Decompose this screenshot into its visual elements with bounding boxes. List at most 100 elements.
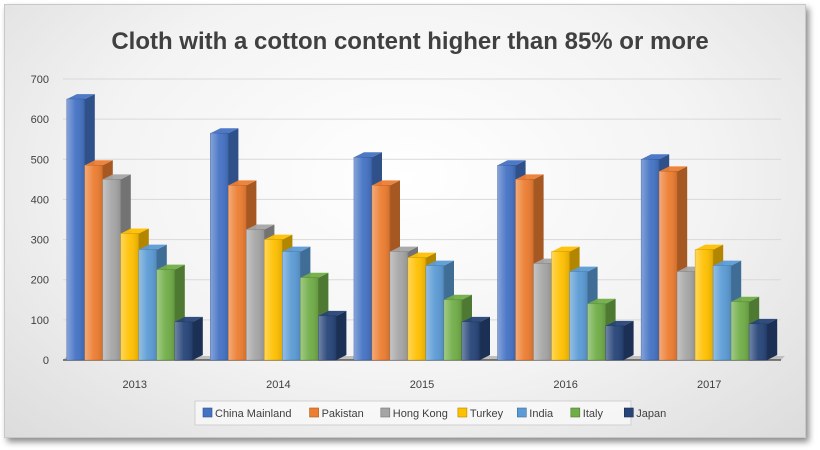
bar-top	[156, 264, 185, 270]
bar-shine	[551, 251, 570, 360]
bar-shine	[228, 185, 247, 360]
bar-shine	[264, 239, 283, 360]
bar-shine	[138, 249, 157, 360]
bar-shine	[731, 301, 750, 360]
x-tick-label: 2016	[553, 379, 577, 391]
legend-item: Italy	[570, 407, 604, 420]
bar-side	[480, 316, 490, 360]
bar-top	[138, 244, 167, 250]
legend-label: China Mainland	[215, 408, 291, 420]
legend-swatch	[623, 407, 634, 418]
bar-shine	[246, 229, 265, 360]
legend-item: Turkey	[457, 407, 504, 420]
bar-top	[731, 296, 760, 302]
legend-label: Hong Kong	[393, 408, 448, 420]
y-tick-label: 500	[31, 154, 49, 166]
legend-swatch	[570, 407, 581, 418]
bar-shine	[318, 315, 337, 360]
x-axis: 2013 2014 2015 2016 2017	[123, 379, 722, 391]
bar	[371, 180, 400, 361]
legend-label: Italy	[583, 408, 604, 420]
bar-top	[300, 272, 329, 278]
bar-top	[713, 260, 742, 266]
bar-shine	[659, 171, 678, 360]
bar-shine	[749, 323, 768, 360]
bar-side	[623, 320, 634, 360]
bar	[658, 166, 688, 361]
bar-shine	[156, 269, 175, 360]
legend-swatch	[457, 407, 468, 418]
y-tick-label: 300	[31, 235, 49, 247]
bar-shine	[390, 251, 408, 360]
bar-top	[174, 316, 203, 322]
legend: China Mainland Pakistan Hong Kong Turkey Ind…	[194, 400, 666, 426]
legend-item: Hong Kong	[380, 407, 448, 420]
legend-swatch	[309, 407, 319, 418]
x-tick-label: 2014	[266, 379, 290, 391]
bar-shine	[515, 179, 534, 360]
bar	[605, 320, 634, 361]
bar-shine	[605, 325, 624, 360]
legend-item: Pakistan	[309, 407, 364, 420]
y-tick-label: 600	[31, 114, 49, 126]
bar	[461, 316, 490, 361]
bar-shine	[210, 133, 229, 360]
bar-top	[462, 316, 490, 322]
legend-swatch	[380, 407, 391, 418]
bar-top	[246, 224, 275, 230]
bar-top	[444, 294, 472, 300]
y-tick-label: 0	[43, 355, 49, 367]
bar-top	[587, 298, 616, 304]
bar-top	[282, 246, 311, 252]
bar-shine	[282, 251, 301, 360]
bar-side	[767, 318, 778, 360]
bar-shine	[84, 165, 103, 360]
bar-top	[749, 318, 778, 324]
bar-top	[551, 246, 580, 252]
x-tick-label: 2013	[123, 379, 147, 391]
bar-shine	[426, 265, 444, 360]
y-tick-label: 400	[31, 194, 49, 206]
bar-top	[102, 174, 131, 180]
chart-frame: Cloth with a cotton content higher than …	[4, 4, 806, 438]
legend-swatch	[202, 407, 213, 418]
bar-top	[641, 154, 670, 160]
bar-top	[390, 246, 418, 252]
bar-top	[497, 160, 526, 166]
legend-item: China Mainland	[202, 407, 291, 420]
y-axis: 0 100 200 300 400 500 600 700	[31, 74, 49, 367]
legend-item: Japan	[623, 407, 666, 420]
legend-label: India	[529, 408, 554, 420]
bar-side	[336, 310, 347, 360]
bar-shine	[641, 159, 660, 360]
bar-side	[192, 316, 203, 360]
x-tick-label: 2017	[697, 379, 721, 391]
legend-item: India	[516, 407, 554, 420]
bar-shine	[102, 179, 121, 360]
bar-top	[408, 252, 436, 258]
y-tick-label: 100	[31, 315, 49, 327]
x-tick-label: 2015	[410, 379, 434, 391]
bar-top	[569, 266, 598, 272]
bar-shine	[533, 263, 552, 360]
bar-shine	[569, 271, 588, 360]
bar-shine	[497, 165, 516, 360]
bar-shine	[587, 303, 606, 360]
bar-shine	[408, 257, 426, 360]
bar	[174, 316, 203, 361]
legend-label: Japan	[636, 408, 666, 420]
bar	[730, 296, 760, 361]
bar-top	[228, 180, 257, 186]
legend-swatch	[516, 407, 527, 418]
bar	[318, 310, 347, 361]
legend-label: Pakistan	[322, 408, 364, 420]
bar-shine	[695, 249, 714, 360]
bar-shine	[300, 277, 319, 360]
legend-label: Turkey	[470, 408, 504, 420]
chart: Cloth with a cotton content higher than …	[31, 28, 785, 426]
bar-top	[695, 244, 724, 250]
bar-top	[372, 180, 400, 186]
bar-shine	[354, 157, 372, 360]
bar-shine	[713, 265, 732, 360]
bar-shine	[444, 299, 462, 360]
